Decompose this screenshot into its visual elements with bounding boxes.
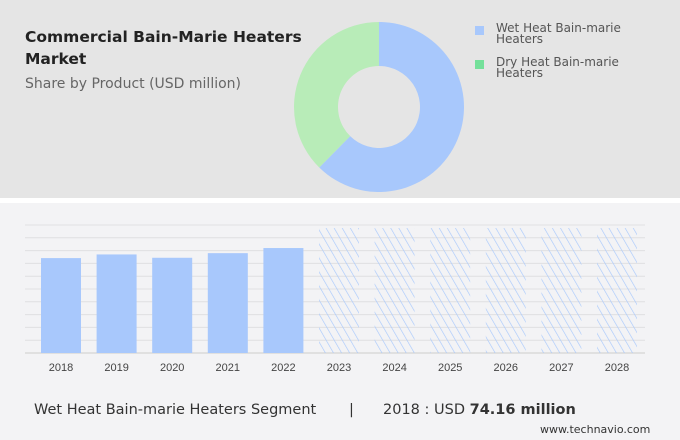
- footer-separator: |: [349, 402, 354, 418]
- legend-swatch: [475, 26, 484, 35]
- footer-year: 2018 : USD: [383, 402, 470, 418]
- bar: [96, 254, 137, 353]
- x-tick-label: 2028: [605, 362, 629, 374]
- bar: [152, 257, 193, 353]
- legend-item-wet: Wet Heat Bain-marie Heaters: [475, 21, 655, 46]
- chart-subtitle: Share by Product (USD million): [25, 76, 242, 92]
- x-tick-label: 2018: [49, 362, 73, 374]
- x-tick-label: 2027: [549, 362, 573, 374]
- forecast-bar: [430, 228, 471, 353]
- legend-item-dry: Dry Heat Bain-marie Heaters: [475, 55, 655, 80]
- legend-swatch: [475, 60, 484, 69]
- legend-label: Dry Heat Bain-marie Heaters: [496, 55, 619, 80]
- x-tick-label: 2021: [216, 362, 240, 374]
- forecast-bar: [541, 228, 582, 353]
- bar: [263, 248, 304, 353]
- x-tick-label: 2026: [494, 362, 518, 374]
- bar: [207, 253, 248, 353]
- forecast-bar: [597, 228, 637, 353]
- footer-amount: 74.16 million: [469, 402, 576, 418]
- legend-label: Wet Heat Bain-marie Heaters: [496, 21, 621, 46]
- x-tick-label: 2024: [382, 362, 406, 374]
- x-tick-label: 2023: [327, 362, 351, 374]
- x-tick-label: 2019: [104, 362, 128, 374]
- source-url: www.technavio.com: [540, 423, 651, 436]
- forecast-bar: [374, 228, 415, 353]
- x-tick-label: 2025: [438, 362, 462, 374]
- donut-slice: [294, 22, 379, 168]
- footer-value: 2018 : USD 74.16 million: [383, 402, 576, 418]
- chart-title: Commercial Bain-Marie Heaters Market: [25, 28, 302, 68]
- footer-segment: Wet Heat Bain-marie Heaters Segment: [34, 402, 317, 418]
- forecast-bar: [319, 228, 359, 353]
- x-tick-label: 2020: [160, 362, 184, 374]
- x-tick-label: 2022: [271, 362, 295, 374]
- donut-slice: [319, 22, 465, 192]
- bar: [41, 258, 81, 353]
- forecast-bar: [485, 228, 526, 353]
